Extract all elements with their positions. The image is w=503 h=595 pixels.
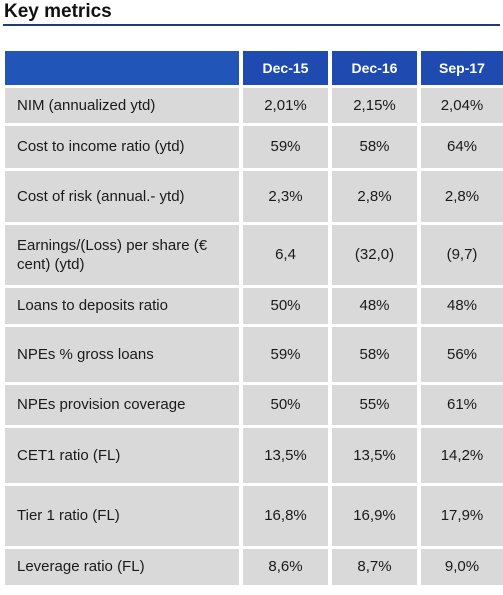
- cell-value: 58%: [330, 323, 421, 383]
- cell-value: 48%: [419, 284, 503, 325]
- table-row: NIM (annualized ytd) 2,01% 2,15% 2,04%: [5, 84, 503, 124]
- cell-value: 9,0%: [419, 545, 503, 585]
- cell-value: 2,8%: [330, 167, 421, 223]
- table-row: NPEs % gross loans 59% 58% 56%: [5, 323, 503, 383]
- header-cell-dec-16: Dec-16: [330, 51, 421, 86]
- header-cell-sep-17: Sep-17: [419, 51, 503, 86]
- cell-value: 8,6%: [241, 545, 332, 585]
- cell-value: 14,2%: [419, 424, 503, 484]
- cell-value: 48%: [330, 284, 421, 325]
- cell-value: 50%: [241, 381, 332, 426]
- cell-value: 59%: [241, 122, 332, 169]
- row-label: Loans to deposits ratio: [5, 284, 243, 325]
- cell-value: 56%: [419, 323, 503, 383]
- cell-value: 16,8%: [241, 482, 332, 547]
- header-row: Dec-15 Dec-16 Sep-17: [5, 51, 503, 86]
- table-row: NPEs provision coverage 50% 55% 61%: [5, 381, 503, 426]
- cell-value: 64%: [419, 122, 503, 169]
- header-cell-empty: [5, 51, 243, 86]
- cell-value: 8,7%: [330, 545, 421, 585]
- row-label: CET1 ratio (FL): [5, 424, 243, 484]
- header-cell-dec-15: Dec-15: [241, 51, 332, 86]
- cell-value: 58%: [330, 122, 421, 169]
- cell-value: 2,3%: [241, 167, 332, 223]
- cell-value: (32,0): [330, 221, 421, 286]
- table-row: Tier 1 ratio (FL) 16,8% 16,9% 17,9%: [5, 482, 503, 547]
- table-row: Cost to income ratio (ytd) 59% 58% 64%: [5, 122, 503, 169]
- row-label: Cost to income ratio (ytd): [5, 122, 243, 169]
- table-row: Earnings/(Loss) per share (€ cent) (ytd)…: [5, 221, 503, 286]
- title-underline: [3, 24, 500, 26]
- cell-value: 17,9%: [419, 482, 503, 547]
- row-label: NPEs provision coverage: [5, 381, 243, 426]
- row-label: NIM (annualized ytd): [5, 84, 243, 124]
- cell-value: 2,04%: [419, 84, 503, 124]
- page-title: Key metrics: [4, 1, 112, 22]
- cell-value: 59%: [241, 323, 332, 383]
- row-label: Leverage ratio (FL): [5, 545, 243, 585]
- cell-value: 55%: [330, 381, 421, 426]
- row-label: Cost of risk (annual.- ytd): [5, 167, 243, 223]
- cell-value: 13,5%: [330, 424, 421, 484]
- cell-value: 16,9%: [330, 482, 421, 547]
- row-label: Tier 1 ratio (FL): [5, 482, 243, 547]
- cell-value: (9,7): [419, 221, 503, 286]
- table-row: Leverage ratio (FL) 8,6% 8,7% 9,0%: [5, 545, 503, 585]
- key-metrics-table: Dec-15 Dec-16 Sep-17 NIM (annualized ytd…: [5, 51, 503, 585]
- cell-value: 2,01%: [241, 84, 332, 124]
- cell-value: 6,4: [241, 221, 332, 286]
- table-row: Loans to deposits ratio 50% 48% 48%: [5, 284, 503, 325]
- cell-value: 2,15%: [330, 84, 421, 124]
- row-label: Earnings/(Loss) per share (€ cent) (ytd): [5, 221, 243, 286]
- row-label: NPEs % gross loans: [5, 323, 243, 383]
- table-row: CET1 ratio (FL) 13,5% 13,5% 14,2%: [5, 424, 503, 484]
- cell-value: 2,8%: [419, 167, 503, 223]
- cell-value: 50%: [241, 284, 332, 325]
- cell-value: 13,5%: [241, 424, 332, 484]
- table-row: Cost of risk (annual.- ytd) 2,3% 2,8% 2,…: [5, 167, 503, 223]
- cell-value: 61%: [419, 381, 503, 426]
